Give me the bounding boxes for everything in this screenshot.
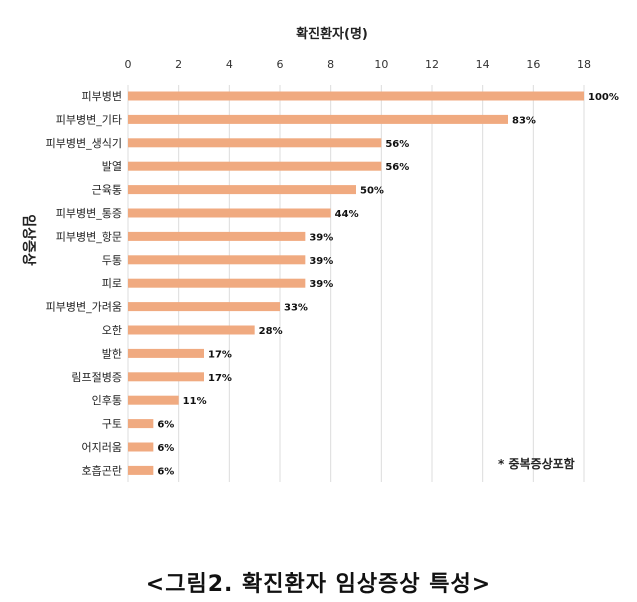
x-tick-label: 16 [526,58,540,71]
category-label: 인후통 [92,394,122,407]
bar [128,395,179,405]
x-tick-label: 2 [175,58,182,71]
category-label: 피부병변_가려움 [46,301,122,314]
category-label: 피부병변_생식기 [46,137,122,150]
data-label: 28% [259,326,283,337]
data-label: 6% [157,420,174,431]
category-label: 피부병변_기타 [56,113,122,126]
grid [127,85,585,482]
data-label: 17% [208,373,232,384]
bar [128,91,584,101]
data-label: 39% [309,256,333,267]
x-tick-label: 6 [277,58,284,71]
x-tick-label: 12 [425,58,439,71]
bar [128,231,306,241]
category-label: 두통 [102,254,122,267]
x-tick-label: 8 [327,58,334,71]
data-label: 6% [157,466,174,477]
bar [128,278,306,288]
bar [128,208,331,218]
category-label: 피부병변_통증 [56,207,122,220]
bar [128,442,154,452]
y-axis-label: 임상증상 [20,214,36,266]
data-label: 39% [309,232,333,243]
data-label: 100% [588,92,619,103]
data-label: 56% [385,162,409,173]
chart: 0 2 4 6 8 10 12 14 16 18 피부병변피부병변_기타피부병변_생식기발열근육통… [20,26,619,482]
category-label: 피부병변_항문 [56,230,122,243]
x-tick-label: 10 [374,58,388,71]
category-label: 피부병변 [82,90,122,103]
data-label: 6% [157,443,174,454]
bar [128,138,382,148]
bar [128,302,280,312]
data-label: 56% [385,139,409,150]
data-label: 44% [335,209,359,220]
data-label: 11% [183,396,207,407]
x-tick-label: 0 [125,58,132,71]
bars [128,91,584,475]
data-label: 33% [284,303,308,314]
figure-caption: <그림2. 확진환자 임상증상 특성> [145,572,492,597]
bar [128,325,255,335]
bar [128,419,154,429]
x-tick-label: 4 [226,58,233,71]
category-label: 림프절병증 [71,371,122,384]
category-label: 구토 [102,418,122,431]
x-tick-label: 14 [476,58,490,71]
category-label: 오한 [102,324,122,337]
category-label: 발한 [102,347,122,360]
x-tick-label: 18 [577,58,591,71]
category-label: 어지러움 [82,441,122,454]
category-label: 발열 [102,160,122,173]
bar [128,465,154,475]
bar [128,114,508,124]
data-label: 83% [512,115,536,126]
bar [128,348,204,358]
bar [128,372,204,382]
category-label: 피로 [102,277,122,290]
data-label: 39% [309,279,333,290]
x-axis: 0 2 4 6 8 10 12 14 16 18 [125,58,592,71]
category-label: 근육통 [92,184,122,197]
chart-title: 확진환자(명) [296,26,368,42]
note: * 중복증상포함 [498,456,575,471]
data-label: 50% [360,186,384,197]
data-labels: 100% 83% 56% 56% 50% 44% 39% 39% 39% 33% 28% 17% 17%… [157,92,619,477]
category-labels: 피부병변피부병변_기타피부병변_생식기발열근육통피부병변_통증피부병변_항문두통… [46,90,122,477]
bar [128,185,356,195]
bar [128,161,382,171]
bar [128,255,306,265]
category-label: 호흡곤란 [82,463,122,477]
data-label: 17% [208,349,232,360]
